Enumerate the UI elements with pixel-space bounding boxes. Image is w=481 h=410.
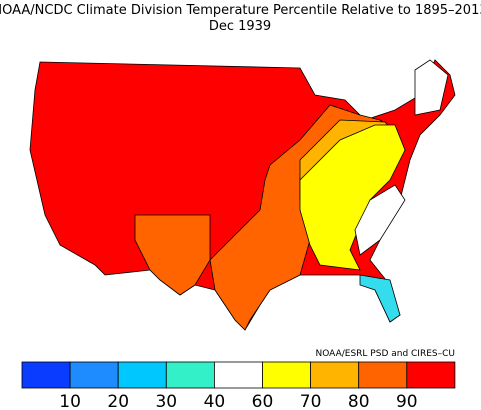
map — [29, 59, 456, 331]
subtitle: Dec 1939 — [209, 19, 271, 34]
legend: 10 20 30 40 60 70 80 90 — [21, 361, 456, 410]
region-white-northeast — [414, 59, 449, 116]
region-white-southeast — [354, 184, 406, 256]
legend-swatch — [69, 361, 119, 389]
region-southwest — [134, 214, 211, 296]
legend-tick-label: 60 — [252, 392, 274, 410]
legend-swatch — [310, 361, 360, 389]
legend-swatch — [358, 361, 408, 389]
legend-swatch — [117, 361, 167, 389]
legend-tick-label: 20 — [107, 392, 129, 410]
credit: NOAA/ESRL PSD and CIRES–CU — [316, 349, 455, 359]
legend-swatch — [213, 361, 263, 389]
legend-tick-label: 40 — [204, 392, 226, 410]
region-florida — [359, 274, 401, 323]
legend-swatch — [165, 361, 215, 389]
legend-swatch — [21, 361, 71, 389]
title: NOAA/NCDC Climate Division Temperature P… — [0, 3, 481, 18]
legend-tick-label: 90 — [396, 392, 418, 410]
legend-swatch — [262, 361, 311, 389]
legend-tick-label: 10 — [59, 392, 81, 410]
legend-tick-label: 80 — [348, 392, 370, 410]
legend-tick-label: 70 — [300, 392, 322, 410]
legend-tick-label: 30 — [155, 392, 177, 410]
legend-swatch — [406, 361, 456, 389]
